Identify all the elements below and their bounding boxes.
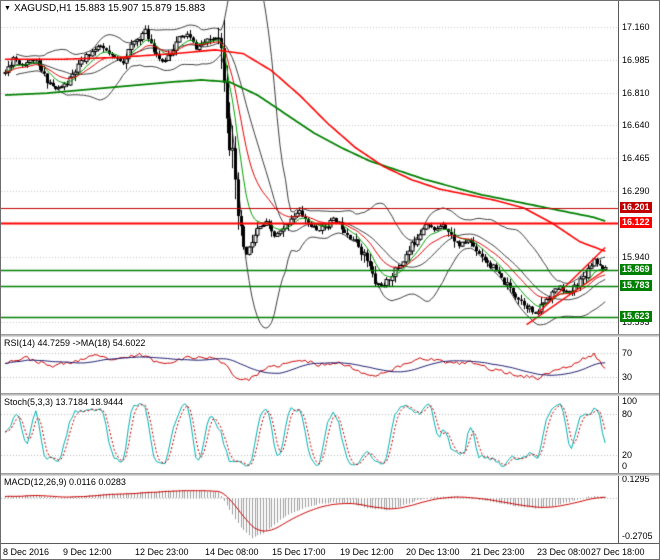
time-axis-label: 23 Dec 08:00 [537,547,591,557]
panel-splitter[interactable] [1,473,659,476]
price-tick-label: 16.290 [622,186,650,196]
chart-title: ▼ XAGUSD,H1 15.883 15.907 15.879 15.883 [4,3,205,14]
stochastic-label: Stoch(5,3,3) 13.7184 18.9444 [4,397,124,407]
time-axis-label: 27 Dec 18:00 [591,547,645,557]
panel-splitter[interactable] [1,334,659,337]
price-tick-label: 16.985 [622,55,650,65]
indicator-tick-label: 70 [622,348,633,358]
macd-label: MACD(12,26,9) 0.0116 0.0283 [4,477,126,487]
price-tick-label: 15.593 [622,317,650,327]
indicator-tick-label: 0 [622,461,628,471]
time-axis-label: 12 Dec 23:00 [135,547,189,557]
stochastic-panel[interactable]: Stoch(5,3,3) 13.7184 18.9444 100 80 20 0 [1,396,659,473]
time-axis[interactable]: 8 Dec 2016 9 Dec 12:00 12 Dec 23:00 14 Dec … [1,543,659,559]
macd-axis[interactable]: 0.1295 -0.2705 [618,476,659,543]
indicator-tick-label: 20 [622,450,633,460]
rsi-label: RSI(14) 44.7259 ->MA(18) 54.6022 [4,338,146,348]
main-chart-panel[interactable]: ▼ XAGUSD,H1 15.883 15.907 15.879 15.883 … [1,1,659,334]
indicator-tick-label: 30 [622,372,633,382]
symbol-marker-icon: ▼ [4,4,11,12]
rsi-axis[interactable]: 70 30 [618,337,659,393]
price-level-badge: 15.623 [620,311,652,322]
price-level-badge: 15.869 [620,264,652,275]
time-axis-label: 21 Dec 23:00 [471,547,525,557]
time-axis-label: 19 Dec 12:00 [340,547,394,557]
price-tick-label: 15.940 [622,252,650,262]
main-price-axis[interactable]: 17.160 16.985 16.810 16.640 16.465 16.290 15.9… [618,1,659,334]
indicator-tick-label: -0.2705 [622,531,653,541]
stochastic-axis[interactable]: 100 80 20 0 [618,396,659,473]
price-level-badge: 16.201 [620,202,652,213]
macd-panel[interactable]: MACD(12,26,9) 0.0116 0.0283 0.1295 -0.270… [1,476,659,543]
time-axis-label: 20 Dec 13:00 [406,547,460,557]
time-axis-label: 8 Dec 2016 [3,547,50,557]
price-level-badge: 15.783 [620,280,652,291]
price-level-badge: 16.122 [620,217,652,228]
chart-title-text: XAGUSD,H1 15.883 15.907 15.879 15.883 [13,3,206,14]
panel-splitter[interactable] [1,393,659,396]
rsi-canvas[interactable] [1,337,618,393]
time-axis-label: 14 Dec 08:00 [205,547,259,557]
price-tick-label: 16.810 [622,88,650,98]
main-chart-canvas[interactable] [1,1,618,334]
macd-canvas[interactable] [1,476,618,543]
stochastic-canvas[interactable] [1,396,618,473]
price-tick-label: 17.160 [622,22,650,32]
time-axis-label: 9 Dec 12:00 [63,547,112,557]
time-axis-label: 15 Dec 17:00 [272,547,326,557]
indicator-tick-label: 100 [622,396,638,406]
indicator-tick-label: 0.1295 [622,476,650,484]
indicator-tick-label: 80 [622,409,633,419]
price-tick-label: 16.640 [622,120,650,130]
rsi-panel[interactable]: RSI(14) 44.7259 ->MA(18) 54.6022 70 30 [1,337,659,393]
price-tick-label: 16.465 [622,153,650,163]
